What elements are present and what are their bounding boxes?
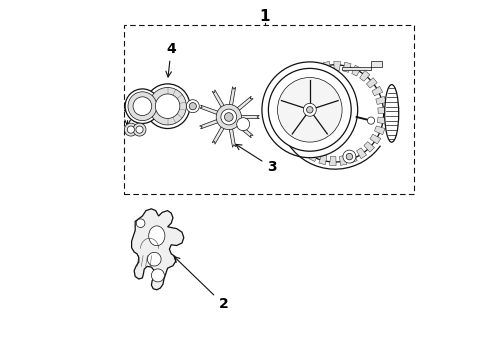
Polygon shape: [319, 154, 327, 165]
Text: 2: 2: [174, 257, 228, 311]
Text: 4: 4: [166, 42, 176, 77]
Polygon shape: [303, 68, 314, 79]
Bar: [124, 25, 414, 194]
Polygon shape: [309, 151, 318, 162]
Circle shape: [277, 77, 342, 142]
Text: 5: 5: [123, 101, 133, 126]
Polygon shape: [228, 87, 236, 110]
Circle shape: [189, 103, 196, 110]
Circle shape: [133, 97, 152, 116]
Circle shape: [125, 89, 160, 123]
Polygon shape: [376, 96, 386, 104]
Polygon shape: [330, 156, 336, 166]
Polygon shape: [343, 62, 351, 72]
Circle shape: [149, 87, 186, 125]
Polygon shape: [283, 113, 292, 120]
Polygon shape: [367, 78, 377, 88]
Polygon shape: [212, 123, 226, 144]
Polygon shape: [360, 71, 370, 81]
Polygon shape: [199, 105, 222, 116]
Polygon shape: [284, 122, 294, 131]
Polygon shape: [374, 126, 385, 135]
Text: 1: 1: [260, 9, 270, 24]
Polygon shape: [283, 103, 293, 110]
Polygon shape: [377, 117, 387, 124]
Polygon shape: [285, 92, 295, 101]
Text: 3: 3: [236, 144, 277, 174]
Circle shape: [262, 62, 358, 158]
Polygon shape: [357, 148, 367, 159]
Polygon shape: [237, 115, 259, 119]
Polygon shape: [352, 65, 361, 76]
Polygon shape: [372, 86, 383, 96]
Circle shape: [368, 117, 374, 124]
Circle shape: [237, 118, 250, 131]
Circle shape: [346, 153, 353, 160]
Ellipse shape: [148, 226, 165, 246]
Polygon shape: [313, 64, 321, 74]
Polygon shape: [212, 90, 226, 111]
Circle shape: [286, 65, 384, 162]
Polygon shape: [293, 139, 303, 149]
Ellipse shape: [385, 85, 399, 142]
Circle shape: [133, 123, 146, 136]
Polygon shape: [323, 62, 330, 71]
Polygon shape: [340, 156, 347, 165]
Polygon shape: [295, 75, 306, 85]
Polygon shape: [132, 209, 184, 290]
Polygon shape: [234, 121, 253, 138]
Circle shape: [216, 104, 242, 130]
Circle shape: [145, 84, 190, 129]
Polygon shape: [348, 153, 357, 163]
Ellipse shape: [147, 252, 161, 266]
Polygon shape: [228, 124, 236, 147]
Circle shape: [127, 126, 134, 133]
Polygon shape: [342, 61, 382, 70]
Polygon shape: [378, 107, 387, 113]
Polygon shape: [234, 96, 253, 113]
Circle shape: [269, 68, 351, 151]
Polygon shape: [300, 145, 310, 156]
Circle shape: [124, 123, 137, 136]
Polygon shape: [364, 141, 374, 152]
Circle shape: [136, 219, 145, 228]
Polygon shape: [370, 134, 381, 144]
Circle shape: [128, 92, 157, 121]
Circle shape: [343, 150, 356, 163]
Polygon shape: [287, 131, 298, 140]
Circle shape: [186, 100, 199, 113]
Circle shape: [151, 269, 164, 282]
Circle shape: [136, 126, 143, 133]
Polygon shape: [289, 83, 300, 93]
Polygon shape: [199, 118, 222, 129]
Circle shape: [155, 94, 180, 118]
Circle shape: [303, 103, 316, 116]
Polygon shape: [334, 61, 341, 71]
Circle shape: [221, 109, 237, 125]
Circle shape: [224, 113, 233, 121]
Circle shape: [307, 107, 313, 113]
